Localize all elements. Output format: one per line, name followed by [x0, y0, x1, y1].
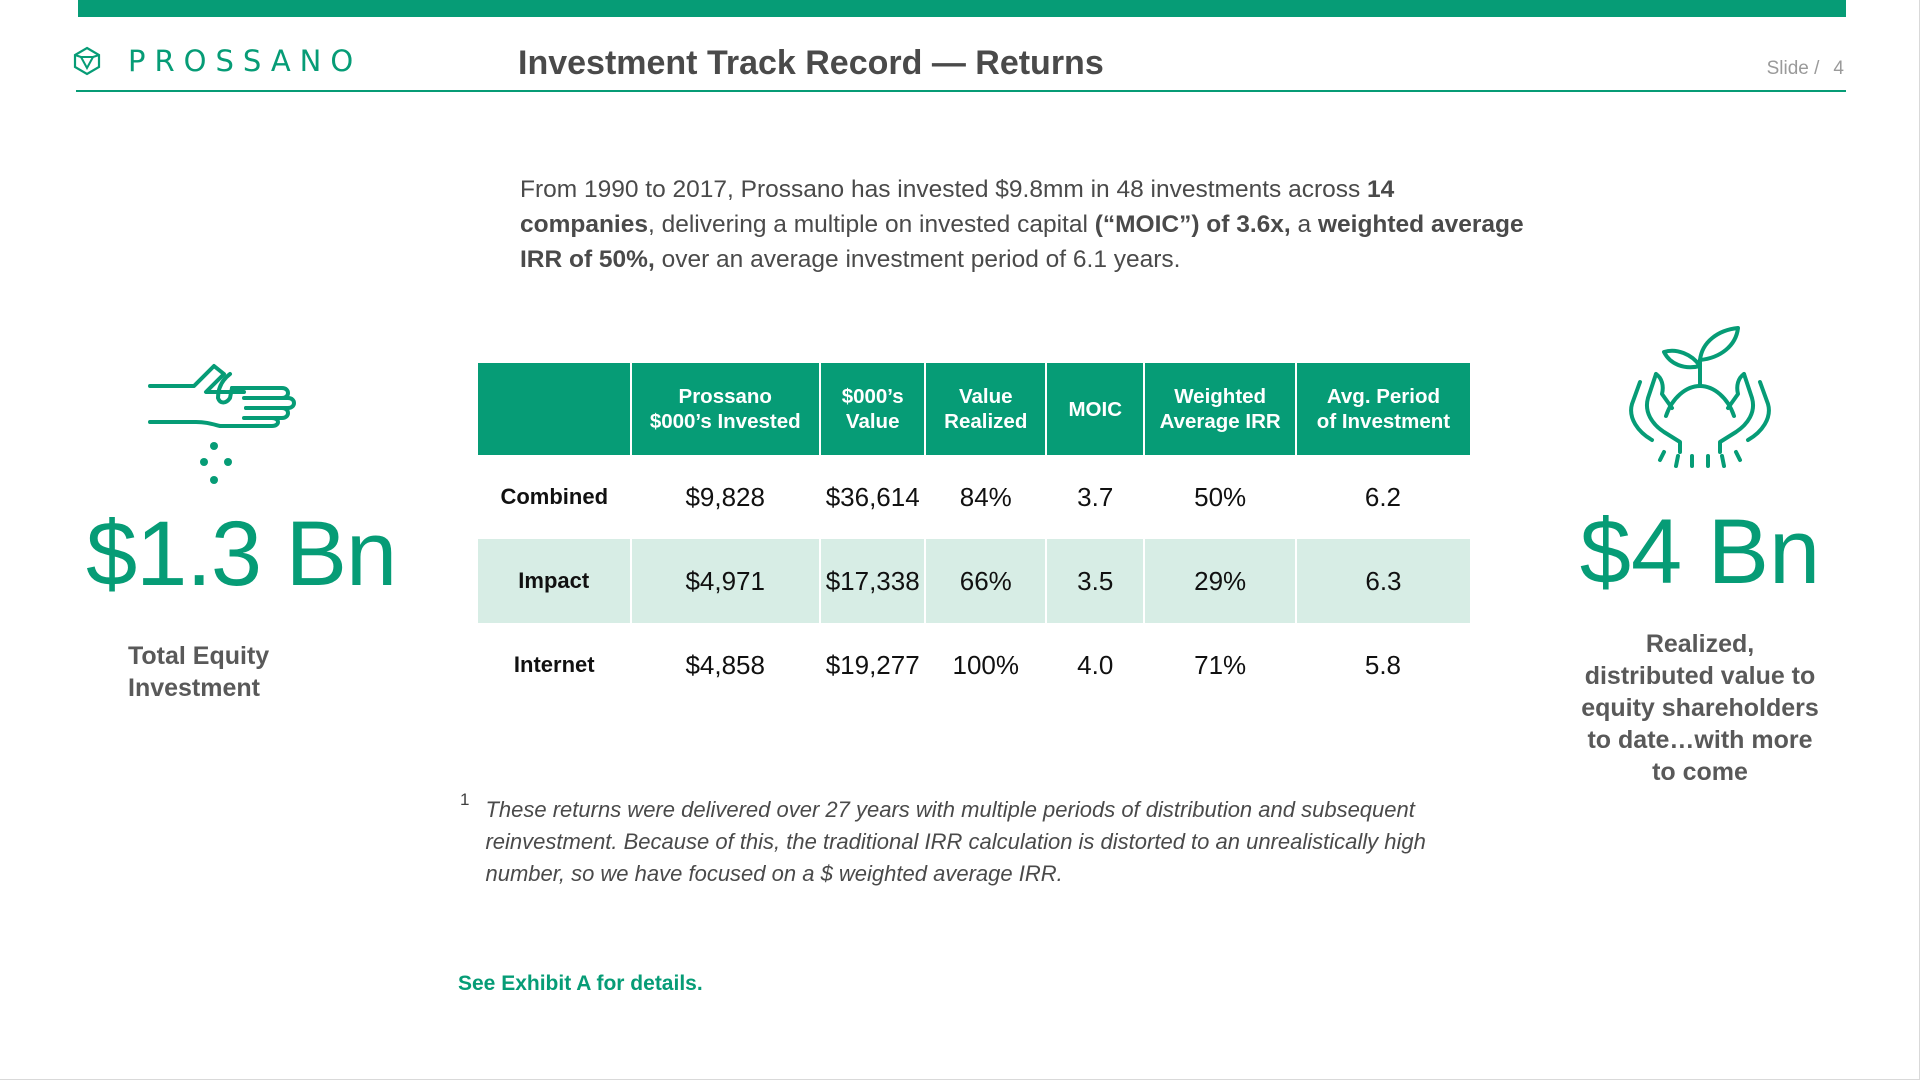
intro-paragraph: From 1990 to 2017, Prossano has invested…: [520, 172, 1530, 277]
caption-line: Investment: [128, 674, 260, 702]
table-cell: 5.8: [1364, 649, 1402, 680]
slide-number: Slide / 4: [1767, 58, 1844, 80]
table-header-cell: Weighted Average IRR: [1143, 363, 1296, 455]
table-header-cell: MOIC: [1045, 363, 1145, 455]
table-cell: 6.2: [1364, 481, 1402, 512]
table-cell: 71%: [1194, 649, 1247, 680]
caption-line: Total Equity: [128, 642, 270, 670]
realized-value-caption: Realized, distributed value to equity sh…: [1560, 628, 1840, 788]
brand-logo: PROSSANO: [72, 44, 362, 78]
intro-bold-moic: (“MOIC”) of 3.6x,: [1094, 211, 1291, 238]
intro-text: , delivering a multiple on invested capi…: [648, 211, 1095, 238]
table-header-cell: Prossano $000’s Invested: [629, 363, 820, 455]
hand-sowing-seeds-icon: [148, 364, 296, 484]
caption-line: equity shareholders: [1581, 694, 1819, 722]
table-cell: 3.7: [1077, 481, 1114, 512]
table-cell: 50%: [1194, 481, 1247, 512]
table-row: Combined $9,828 $36,614 84% 3.7 50% 6.2: [478, 455, 1470, 539]
table-cell: 100%: [952, 649, 1020, 680]
table-cell: $17,338: [818, 539, 926, 623]
table-header-cell: Avg. Period of Investment: [1294, 363, 1470, 455]
caption-line: distributed value to: [1584, 662, 1816, 690]
footnote-text: These returns were delivered over 27 yea…: [485, 797, 1426, 886]
top-accent-bar: [78, 0, 1846, 17]
row-label: Combined: [500, 484, 609, 509]
table-header-cell: Value Realized: [924, 363, 1047, 455]
table-cell: 84%: [959, 481, 1012, 512]
table-cell: $4,971: [629, 539, 820, 623]
total-equity-caption: Total Equity Investment: [128, 640, 269, 704]
table-row: Internet $4,858 $19,277 100% 4.0 71% 5.8: [478, 623, 1470, 707]
header-divider: [76, 90, 1846, 92]
intro-bold-irr: weighted average IRR of 50%,: [520, 211, 1524, 273]
intro-text: over an average investment period of 6.1…: [654, 246, 1181, 273]
slide-number-value: 4: [1833, 58, 1844, 79]
table-cell: 4.0: [1077, 649, 1114, 680]
footnote: 1 These returns were delivered over 27 y…: [460, 790, 1470, 890]
realized-value: $4 Bn: [1579, 501, 1821, 603]
intro-text: From 1990 to 2017, Prossano has invested…: [520, 176, 1368, 203]
brand-name: PROSSANO: [128, 44, 363, 78]
page-title: Investment Track Record — Returns: [518, 44, 1104, 82]
intro-bold-companies: 14 companies: [520, 176, 1395, 238]
footnote-marker: 1: [460, 790, 470, 809]
total-equity-value: $1.3 Bn: [86, 503, 397, 605]
table-row: Impact $4,971 $17,338 66% 3.5 29% 6.3: [478, 539, 1470, 623]
see-exhibit-link[interactable]: See Exhibit A for details.: [458, 972, 703, 995]
caption-line: Realized,: [1645, 630, 1755, 658]
table-header-row: Prossano $000’s Invested $000’s Value Va…: [478, 363, 1470, 455]
table-cell: $36,614: [825, 481, 920, 512]
intro-text: a: [1290, 211, 1318, 238]
table-cell: $19,277: [825, 649, 920, 680]
row-label: Internet: [513, 652, 595, 677]
caption-line: to date…with more: [1587, 726, 1813, 754]
hands-holding-plant-icon: [1629, 326, 1771, 468]
table-cell: 66%: [924, 539, 1047, 623]
table-cell: 3.5: [1045, 539, 1145, 623]
slide-label: Slide /: [1766, 58, 1820, 79]
table-cell: $4,858: [685, 649, 765, 680]
table-cell: 29%: [1143, 539, 1296, 623]
caption-line: to come: [1652, 758, 1748, 786]
returns-table: Prossano $000’s Invested $000’s Value Va…: [478, 363, 1470, 707]
table-header-cell: $000’s Value: [818, 363, 926, 455]
row-label: Impact: [478, 539, 631, 623]
logo-gem-icon: [73, 46, 101, 76]
table-cell: 6.3: [1294, 539, 1470, 623]
table-cell: $9,828: [685, 481, 765, 512]
table-header-cell: [478, 363, 631, 455]
